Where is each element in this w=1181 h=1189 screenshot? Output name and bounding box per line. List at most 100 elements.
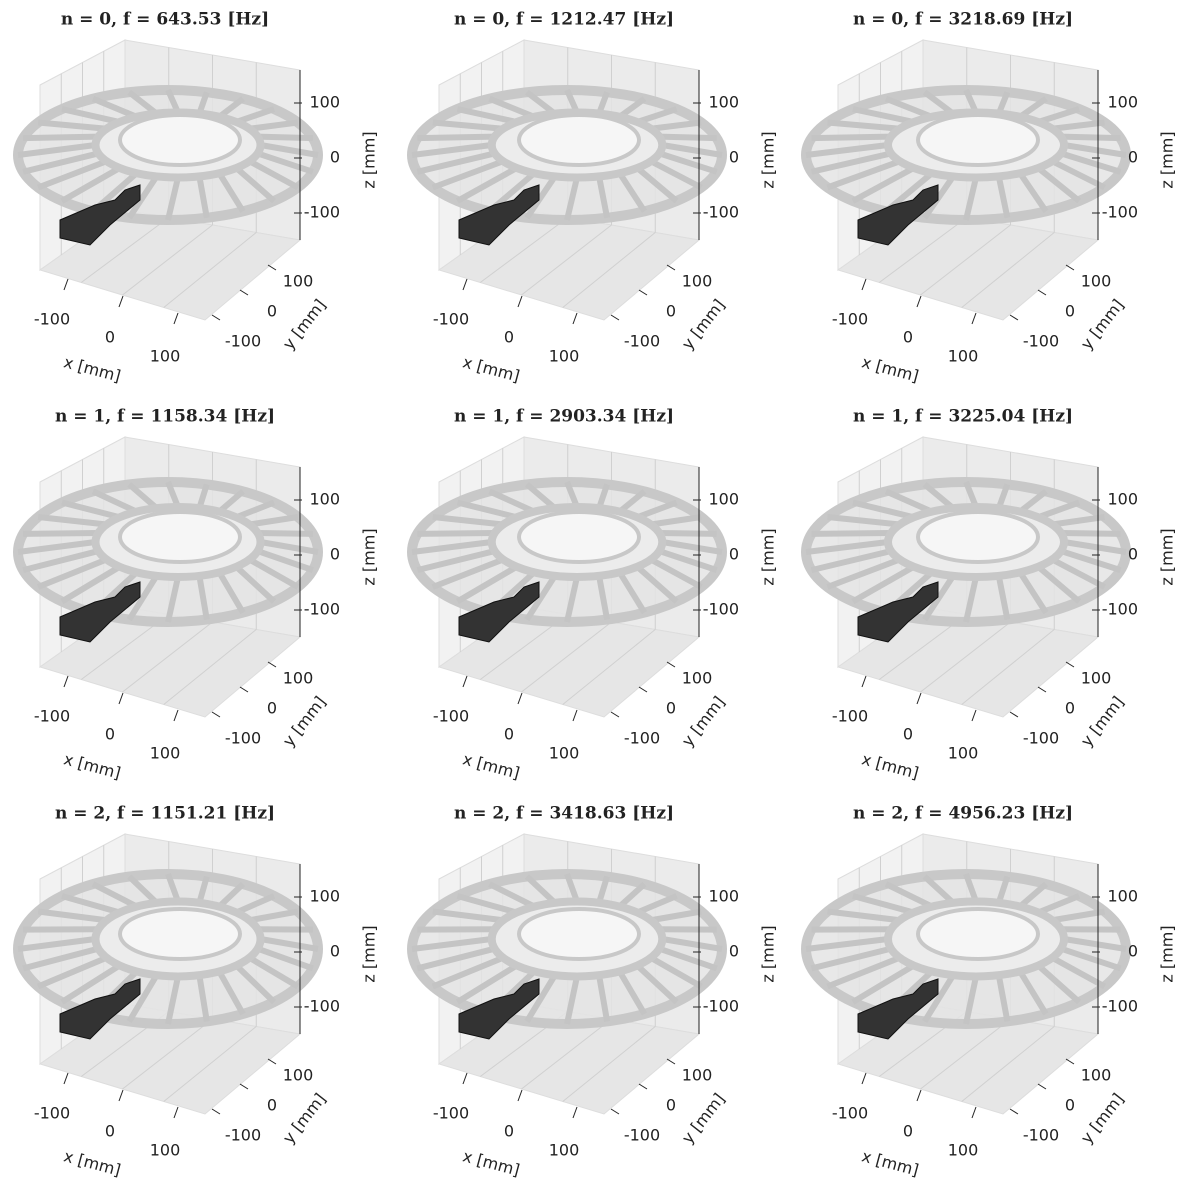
y-tick-label: -100	[225, 332, 261, 351]
z-axis-label: z [mm]	[1158, 925, 1177, 982]
mesh-rib	[659, 137, 716, 139]
y-axis-label: y [mm]	[1077, 693, 1128, 751]
y-tick	[1010, 712, 1018, 717]
y-tick	[240, 687, 248, 692]
mesh-hole	[120, 512, 240, 562]
y-tick-label: -100	[225, 1126, 261, 1145]
z-tick-label: 0	[1128, 148, 1138, 167]
x-tick-label: 100	[948, 1141, 979, 1160]
panel-title: n = 0, f = 3218.69 [Hz]	[853, 10, 1073, 30]
x-tick-label: -100	[832, 1104, 868, 1123]
x-tick-label: 0	[105, 328, 115, 347]
mesh-hole	[519, 909, 639, 959]
z-tick-label: 0	[1128, 942, 1138, 961]
y-tick	[1010, 1109, 1018, 1114]
y-tick-label: -100	[624, 1126, 660, 1145]
z-tick-label: -100	[1102, 997, 1138, 1016]
mesh-rib	[1061, 137, 1121, 139]
z-axis-label: z [mm]	[1158, 528, 1177, 585]
x-tick-label: -100	[433, 1104, 469, 1123]
z-tick-label: 100	[708, 93, 739, 112]
mesh-rib	[659, 533, 716, 534]
mesh-rib	[258, 137, 313, 139]
panel-title: n = 0, f = 643.53 [Hz]	[61, 10, 269, 30]
page: -100 0 100 z [mm] -100 0 100 x [mm] -100 0 100 y [m…	[0, 0, 1181, 1189]
z-tick-label: 100	[309, 490, 340, 509]
x-tick-label: -100	[34, 310, 70, 329]
z-tick-label: 0	[1128, 545, 1138, 564]
mesh-hole	[918, 909, 1038, 959]
x-tick	[463, 279, 467, 290]
y-tick-label: 100	[1081, 1066, 1112, 1085]
y-tick	[611, 1109, 619, 1114]
y-axis-label: y [mm]	[678, 693, 729, 751]
x-tick	[972, 1107, 976, 1118]
y-axis-label: y [mm]	[279, 296, 330, 354]
panel-title: n = 1, f = 2903.34 [Hz]	[454, 407, 674, 427]
x-tick	[518, 296, 522, 307]
figure: -100 0 100 z [mm] -100 0 100 x [mm] -100 0 100 y [m…	[0, 0, 1181, 1189]
panel-title: n = 2, f = 3418.63 [Hz]	[454, 804, 674, 824]
y-tick	[611, 712, 619, 717]
x-axis-label: x [mm]	[860, 1146, 921, 1179]
y-tick	[1066, 1059, 1074, 1064]
x-tick	[917, 1090, 921, 1101]
z-tick-label: 0	[729, 545, 739, 564]
x-axis-label: x [mm]	[860, 352, 921, 385]
y-tick-label: 0	[267, 699, 277, 718]
z-tick-label: 0	[330, 545, 340, 564]
panel-title: n = 2, f = 1151.21 [Hz]	[55, 804, 275, 824]
x-tick	[573, 313, 577, 324]
x-tick	[463, 676, 467, 687]
y-tick	[268, 662, 276, 667]
y-axis-label: y [mm]	[678, 1090, 729, 1148]
z-tick-label: 0	[729, 148, 739, 167]
x-tick	[518, 693, 522, 704]
y-tick-label: 0	[1065, 699, 1075, 718]
y-tick	[667, 662, 675, 667]
y-tick	[639, 687, 647, 692]
y-tick-label: 0	[1065, 1096, 1075, 1115]
y-axis-label: y [mm]	[1077, 1090, 1128, 1148]
y-tick-label: 0	[666, 302, 676, 321]
z-axis-label: z [mm]	[360, 925, 379, 982]
x-tick	[174, 710, 178, 721]
mesh-rib	[1061, 533, 1121, 534]
y-tick	[1066, 265, 1074, 270]
panel: -1000100z [mm]-1000100x [mm]-1000100y [m…	[18, 10, 379, 386]
y-tick	[240, 290, 248, 295]
y-tick	[1066, 662, 1074, 667]
panel: -1000100z [mm]-1000100x [mm]-1000100y [m…	[412, 10, 778, 386]
y-tick	[1038, 290, 1046, 295]
z-axis-label: z [mm]	[759, 528, 778, 585]
mesh-rib	[417, 533, 494, 534]
x-tick-label: 100	[948, 744, 979, 763]
x-tick-label: 100	[150, 744, 181, 763]
y-tick	[639, 1084, 647, 1089]
x-tick	[518, 1090, 522, 1101]
mesh-hole	[918, 115, 1038, 165]
y-tick-label: 100	[682, 669, 713, 688]
x-axis-label: x [mm]	[461, 1146, 522, 1179]
panel: -1000100z [mm]-1000100x [mm]-1000100y [m…	[18, 804, 379, 1180]
x-tick	[119, 693, 123, 704]
x-axis-label: x [mm]	[461, 352, 522, 385]
mesh-rib	[811, 533, 891, 534]
panel: -1000100z [mm]-1000100x [mm]-1000100y [m…	[412, 804, 778, 1180]
mesh-rib	[23, 137, 98, 139]
x-tick	[174, 1107, 178, 1118]
y-tick	[268, 1059, 276, 1064]
mesh-hole	[120, 115, 240, 165]
z-axis-label: z [mm]	[759, 131, 778, 188]
x-axis-label: x [mm]	[62, 352, 123, 385]
z-tick-label: -100	[304, 203, 340, 222]
z-tick-label: 0	[729, 942, 739, 961]
y-tick	[667, 1059, 675, 1064]
x-axis-label: x [mm]	[461, 749, 522, 782]
y-tick-label: 100	[682, 272, 713, 291]
y-tick-label: 100	[682, 1066, 713, 1085]
y-tick	[1038, 1084, 1046, 1089]
x-tick-label: -100	[433, 310, 469, 329]
x-tick-label: -100	[832, 707, 868, 726]
z-tick-label: -100	[703, 997, 739, 1016]
